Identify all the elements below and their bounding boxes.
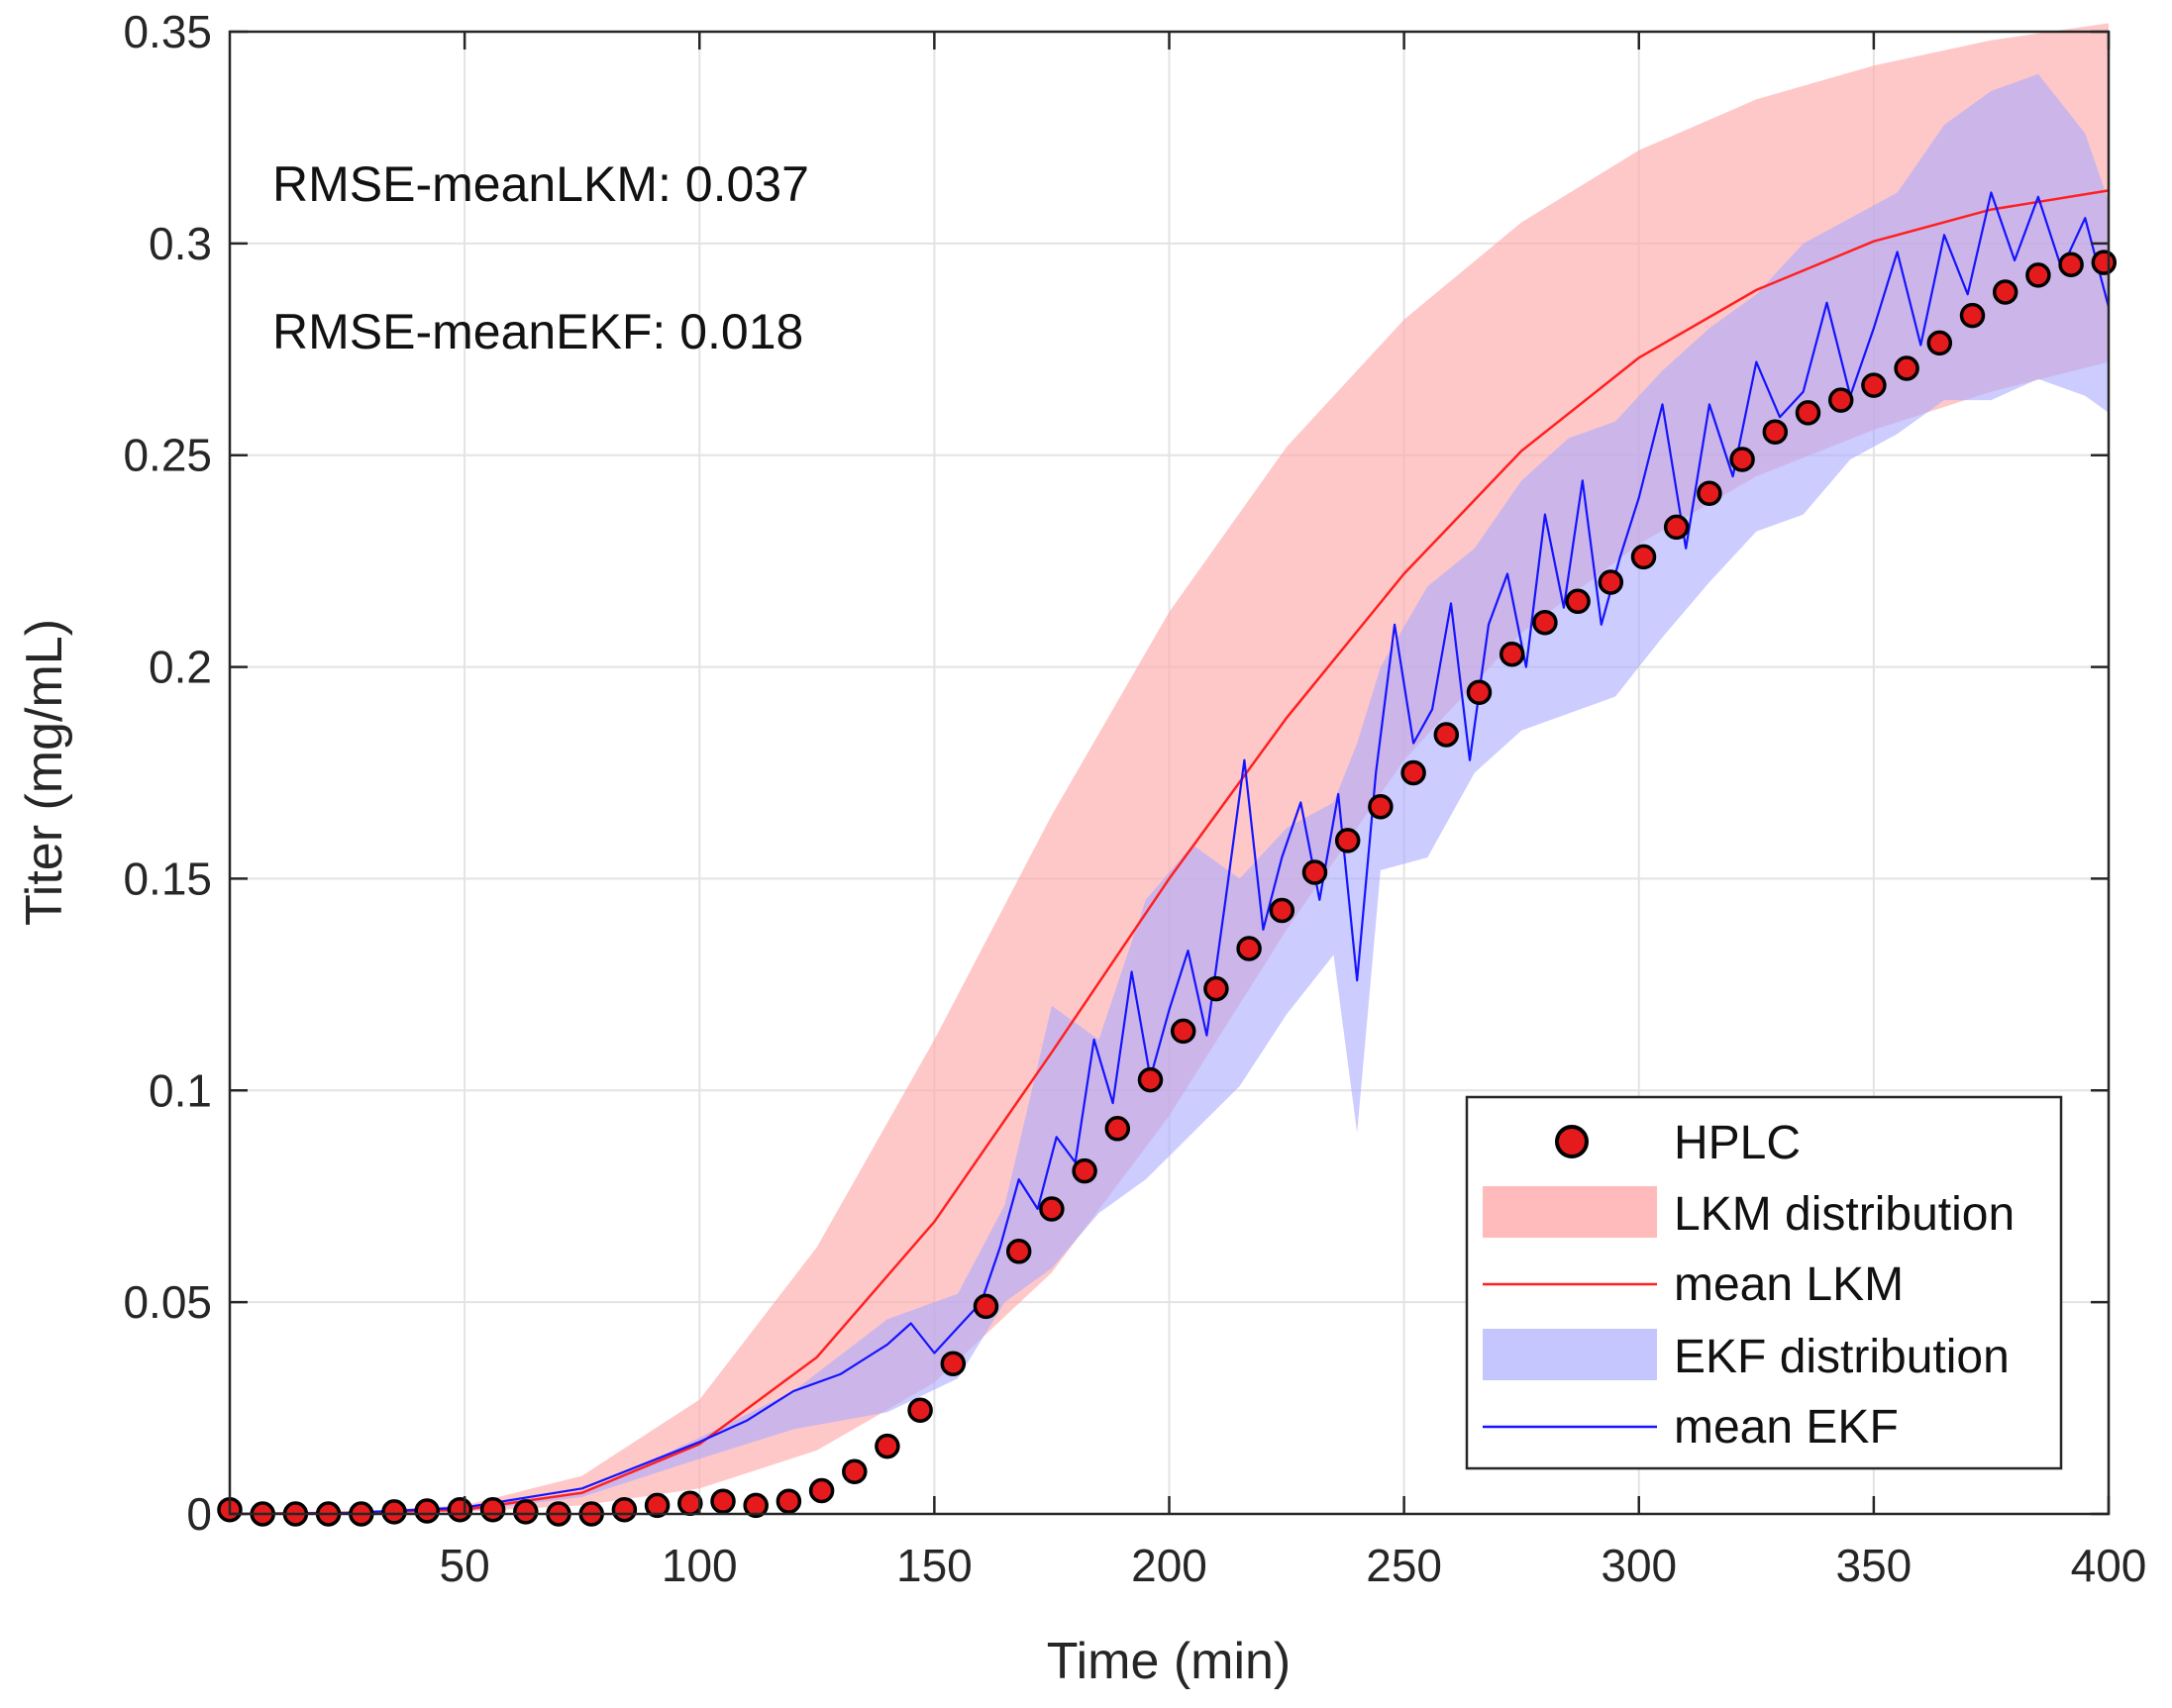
hplc-point <box>1894 355 1919 381</box>
ekf-distribution-band <box>230 73 2109 1514</box>
x-tick-label: 400 <box>2071 1540 2147 1591</box>
y-tick-label: 0.05 <box>123 1276 212 1328</box>
hplc-point <box>776 1488 802 1514</box>
hplc-point <box>1532 609 1558 636</box>
y-tick-label: 0.15 <box>123 853 212 904</box>
x-tick-label: 150 <box>896 1540 973 1591</box>
mean-lines <box>229 189 2111 1516</box>
hplc-point <box>875 1433 900 1459</box>
hplc-point <box>2091 250 2118 275</box>
y-tick-label: 0 <box>186 1488 212 1540</box>
hplc-point <box>1729 447 1755 472</box>
y-axis-label: Titer (mg/mL) <box>16 619 73 926</box>
legend-mean-lkm-label: mean LKM <box>1674 1258 1904 1311</box>
hplc-point <box>1663 514 1690 541</box>
y-tick-label: 0.35 <box>123 6 212 57</box>
hplc-point <box>414 1498 440 1524</box>
annotation-rmse-ekf: RMSE-meanEKF: 0.018 <box>272 304 803 359</box>
hplc-point <box>1005 1239 1032 1264</box>
legend-box <box>1465 1095 2063 1470</box>
hplc-point <box>1170 1018 1196 1045</box>
hplc-point <box>1072 1157 1097 1184</box>
distribution-bands <box>230 23 2109 1514</box>
hplc-point <box>973 1293 999 1320</box>
x-tick-label: 250 <box>1366 1540 1442 1591</box>
hplc-point <box>1861 372 1887 398</box>
hplc-point <box>940 1351 967 1376</box>
hplc-point <box>743 1492 769 1519</box>
hplc-point <box>447 1496 473 1523</box>
legend-hplc-label: HPLC <box>1674 1117 1801 1169</box>
y-tick-label: 0.25 <box>123 430 212 481</box>
mean-lkm-line <box>229 189 2110 1516</box>
hplc-point <box>1499 641 1525 667</box>
hplc-point <box>381 1499 407 1525</box>
x-tick-label: 350 <box>1836 1540 1913 1591</box>
hplc-point <box>1466 679 1493 705</box>
x-tick-label: 200 <box>1131 1540 1207 1591</box>
hplc-point <box>710 1488 736 1514</box>
legend-ekf-band-swatch <box>1483 1329 1657 1380</box>
hplc-point <box>1236 936 1262 961</box>
hplc-point <box>808 1477 835 1504</box>
hplc-point <box>1795 400 1821 426</box>
hplc-point <box>1598 569 1624 595</box>
legend-lkm-band-label: LKM distribution <box>1674 1188 2015 1241</box>
hplc-point <box>677 1490 703 1517</box>
legend-mean-ekf-label: mean EKF <box>1674 1401 1899 1454</box>
hplc-point <box>1565 588 1591 615</box>
legend: HPLC LKM distribution mean LKM EKF distr… <box>1465 1095 2063 1470</box>
hplc-point <box>2058 251 2084 277</box>
lkm-distribution-band <box>230 23 2109 1514</box>
x-axis-label: Time (min) <box>1047 1633 1292 1690</box>
hplc-point <box>1039 1196 1065 1222</box>
x-tick-label: 50 <box>440 1540 490 1591</box>
hplc-point <box>1992 279 2018 305</box>
mean-ekf-line <box>229 191 2111 1516</box>
annotation-rmse-lkm: RMSE-meanLKM: 0.037 <box>272 156 809 212</box>
hplc-point <box>1400 759 1426 786</box>
hplc-point <box>907 1397 933 1423</box>
hplc-point <box>479 1496 506 1523</box>
legend-lkm-band-swatch <box>1483 1186 1657 1238</box>
hplc-point <box>1269 897 1295 924</box>
hplc-point <box>611 1496 638 1523</box>
hplc-point <box>842 1458 868 1484</box>
hplc-point <box>1301 859 1328 885</box>
hplc-point <box>1368 793 1394 820</box>
x-tick-label: 300 <box>1601 1540 1677 1591</box>
hplc-point <box>1762 419 1789 445</box>
x-tick-label: 100 <box>662 1540 738 1591</box>
hplc-point <box>1697 480 1722 506</box>
y-tick-label: 0.3 <box>149 218 212 269</box>
hplc-point <box>1334 828 1361 854</box>
hplc-point <box>1926 330 1953 356</box>
hplc-point <box>1827 387 1854 413</box>
legend-hplc-marker <box>1555 1125 1589 1158</box>
hplc-point <box>2025 262 2051 288</box>
hplc-point <box>1433 722 1460 748</box>
hplc-point <box>1104 1116 1131 1142</box>
hplc-point <box>1137 1066 1164 1093</box>
hplc-point <box>644 1492 671 1519</box>
axis-ticks: 50 100 150 200 250 300 350 400 0 0.05 0.1 0.15 0.2 0.… <box>123 6 2146 1591</box>
hplc-point <box>1959 302 1986 329</box>
hplc-point <box>1630 544 1657 570</box>
y-tick-label: 0.1 <box>149 1064 212 1116</box>
legend-ekf-band-label: EKF distribution <box>1674 1331 2010 1383</box>
hplc-point <box>513 1499 539 1525</box>
y-tick-label: 0.2 <box>149 642 212 693</box>
hplc-point <box>1203 975 1229 1002</box>
